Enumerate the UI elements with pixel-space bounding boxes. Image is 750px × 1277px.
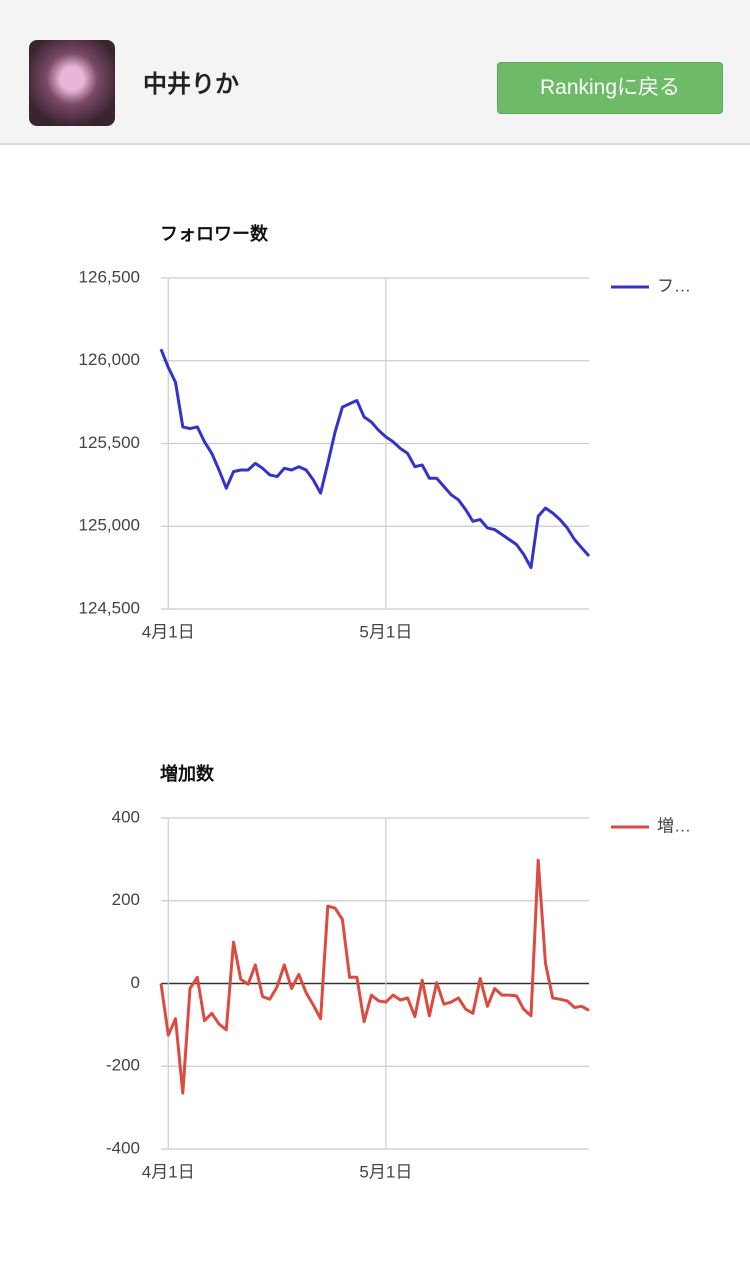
- user-name: 中井りか: [143, 71, 239, 98]
- y-tick-label: 0: [131, 973, 140, 992]
- avatar: [29, 40, 115, 126]
- chart-title: フォロワー数: [160, 223, 269, 244]
- x-tick-label: 4月1日: [142, 622, 195, 641]
- y-tick-label: 125,000: [79, 516, 140, 535]
- x-tick-label: 5月1日: [359, 1162, 412, 1181]
- legend-label: 増…: [657, 816, 691, 835]
- chart-title: 増加数: [160, 763, 215, 784]
- y-tick-label: 200: [112, 890, 140, 909]
- back-button[interactable]: Rankingに戻る: [497, 62, 723, 114]
- x-tick-label: 5月1日: [359, 622, 412, 641]
- y-tick-label: -400: [106, 1138, 140, 1157]
- legend-label: フ…: [657, 276, 691, 295]
- series-line: [159, 858, 590, 1095]
- y-tick-label: 125,500: [79, 433, 140, 452]
- x-tick-label: 4月1日: [142, 1162, 195, 1181]
- y-tick-label: 124,500: [79, 598, 140, 617]
- y-tick-label: 400: [112, 807, 140, 826]
- y-tick-label: 126,000: [79, 350, 140, 369]
- y-tick-label: 126,500: [79, 267, 140, 286]
- series-line: [159, 348, 591, 570]
- y-tick-label: -200: [106, 1056, 140, 1075]
- header: 中井りか Rankingに戻る: [0, 0, 750, 145]
